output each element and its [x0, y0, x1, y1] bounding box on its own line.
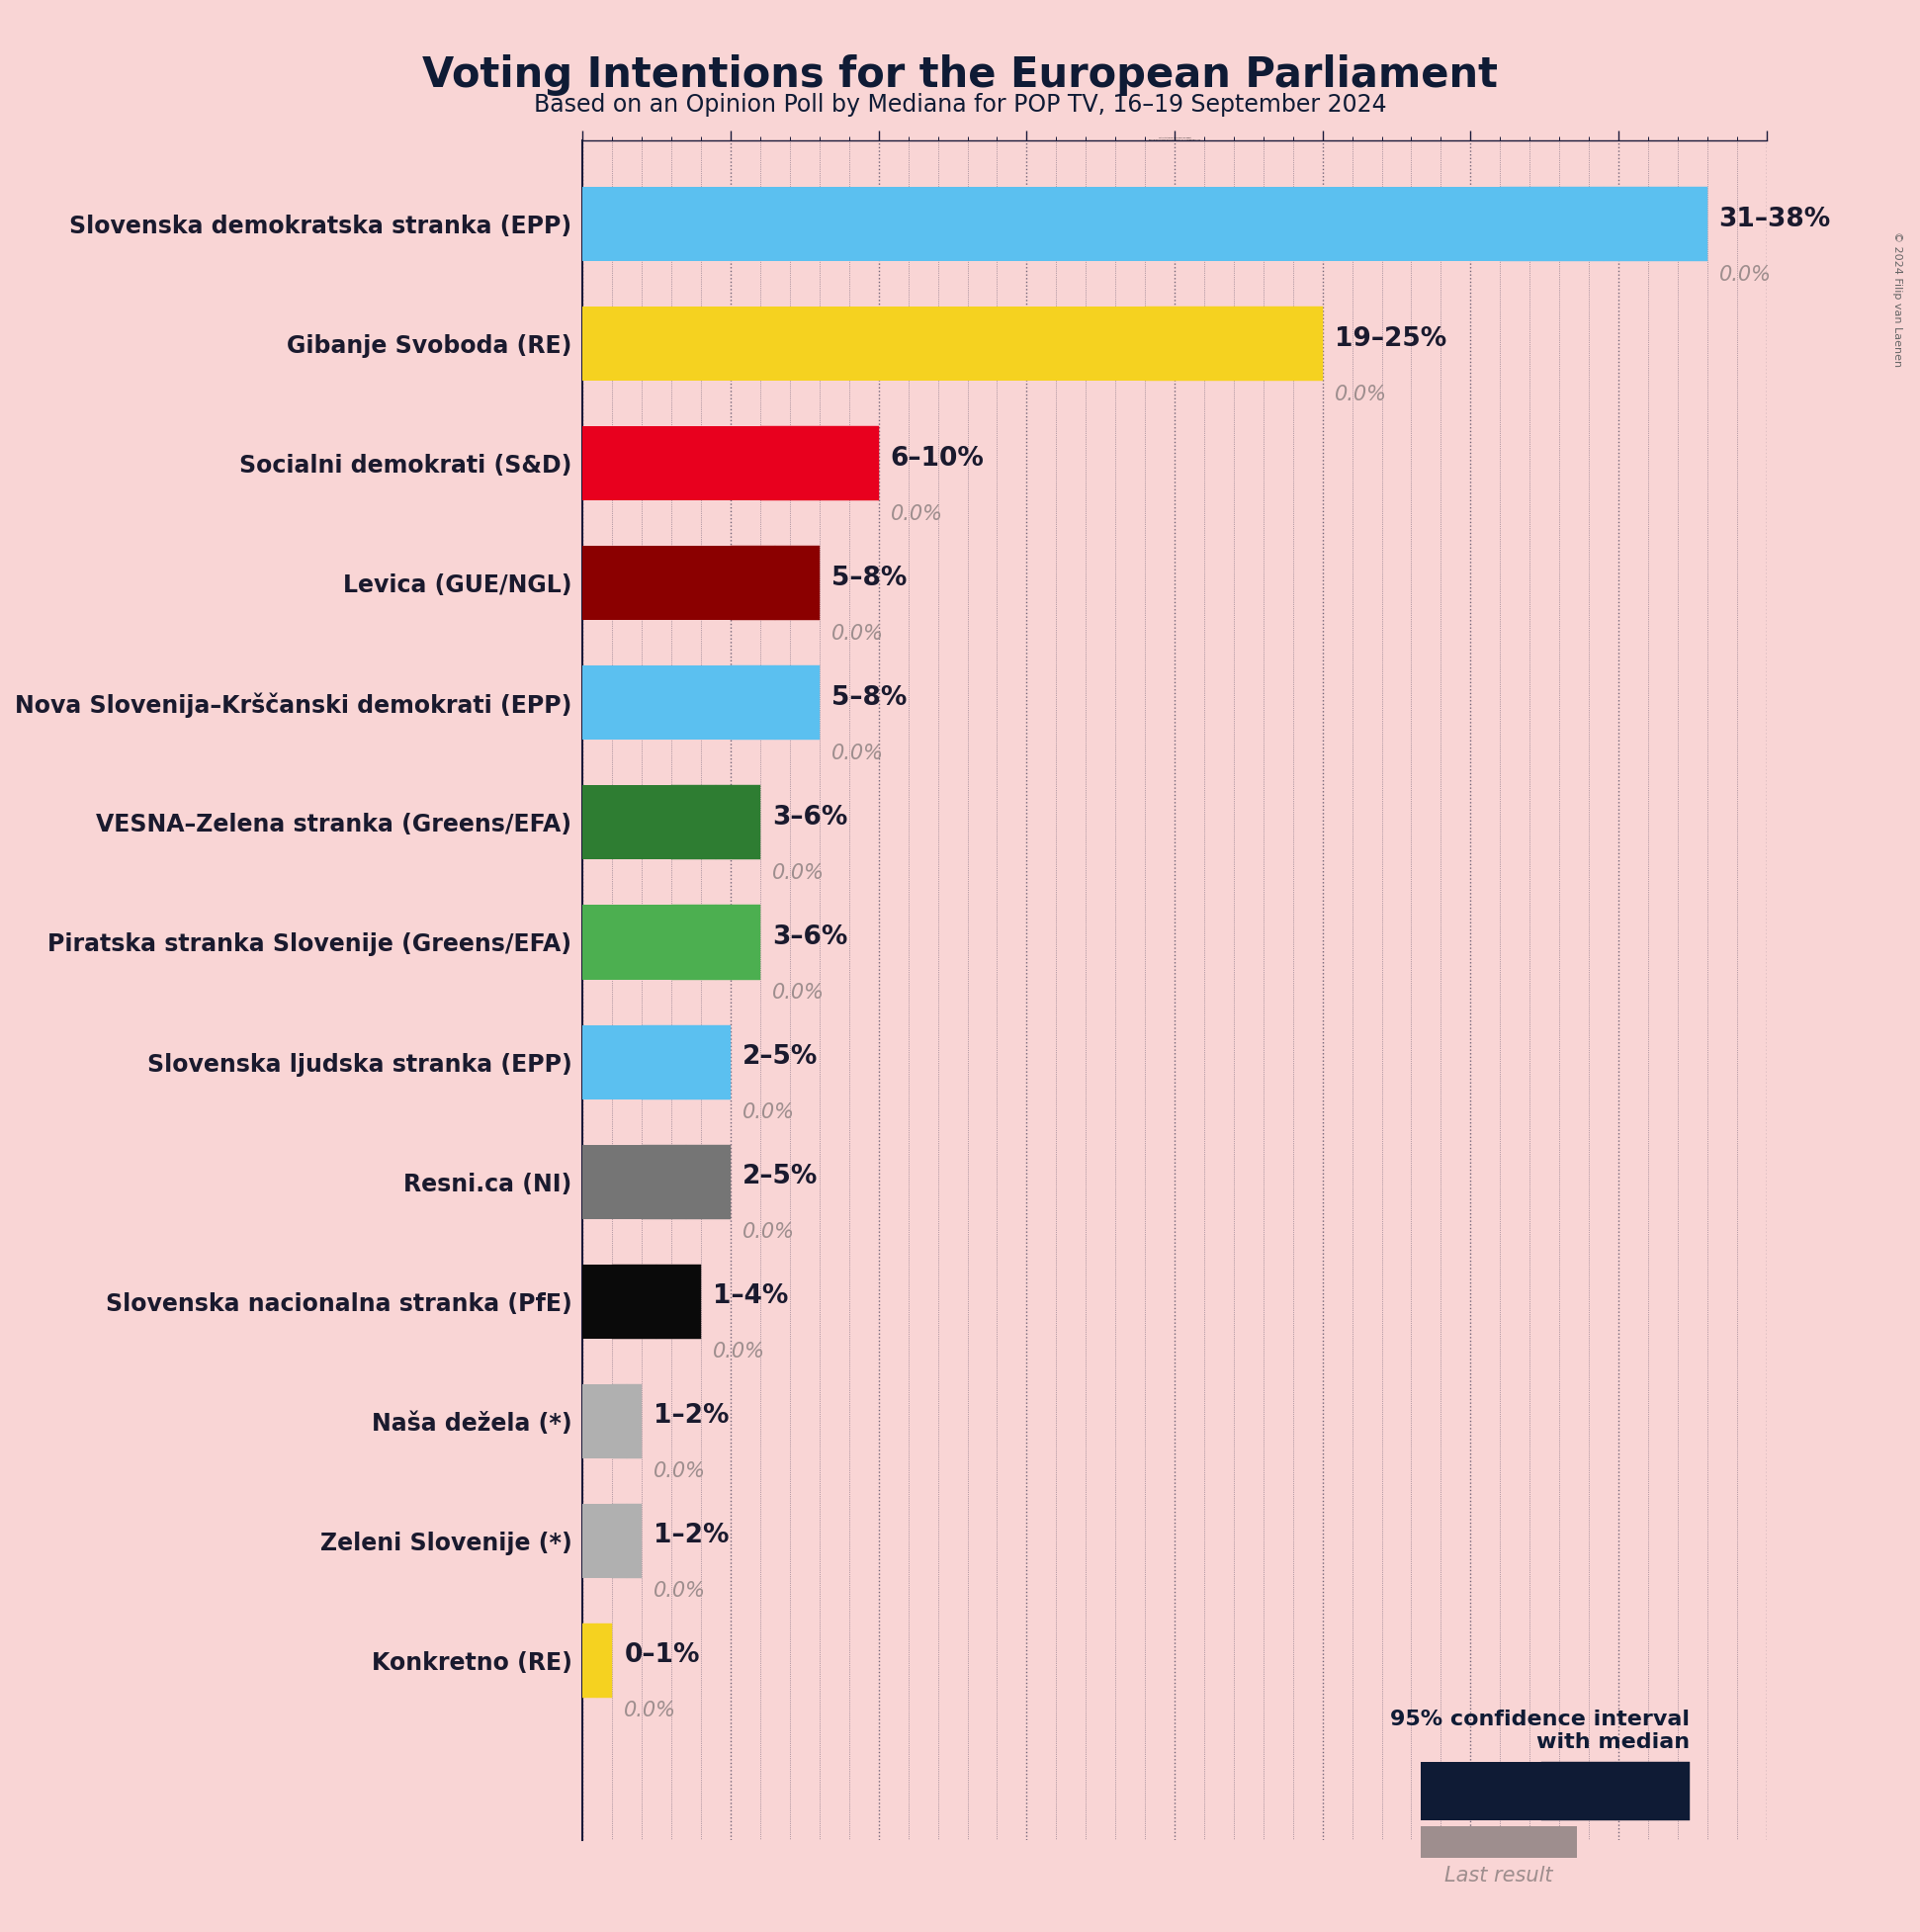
Bar: [820, 427, 879, 500]
Bar: [776, 667, 820, 740]
Bar: [760, 427, 820, 500]
Bar: [732, 547, 776, 620]
Bar: [612, 1264, 657, 1339]
Bar: [628, 1383, 641, 1459]
Bar: [1603, 187, 1707, 261]
Bar: [672, 906, 716, 980]
Text: 0.0%: 0.0%: [655, 1461, 707, 1482]
Bar: [584, 307, 1144, 381]
Text: 0.0%: 0.0%: [891, 504, 943, 524]
Text: 0.0%: 0.0%: [831, 624, 883, 643]
Bar: [685, 1024, 732, 1099]
Text: 0.0%: 0.0%: [743, 1223, 795, 1242]
Text: 0.0%: 0.0%: [1334, 384, 1386, 404]
Text: 0.0%: 0.0%: [772, 983, 824, 1003]
Bar: [657, 1264, 701, 1339]
Bar: [584, 1383, 612, 1459]
Bar: [612, 1503, 628, 1578]
Text: 0.0%: 0.0%: [624, 1700, 676, 1721]
Bar: [641, 1024, 685, 1099]
Bar: [584, 906, 672, 980]
Text: 0.0%: 0.0%: [1718, 265, 1772, 284]
Bar: [597, 1623, 612, 1698]
Bar: [716, 906, 760, 980]
Bar: [584, 1144, 641, 1219]
Text: 6–10%: 6–10%: [891, 446, 985, 471]
Text: Voting Intentions for the European Parliament: Voting Intentions for the European Parli…: [422, 54, 1498, 95]
Bar: [672, 786, 716, 860]
Text: 2–5%: 2–5%: [743, 1163, 818, 1190]
Bar: [1235, 307, 1323, 381]
Text: 0–1%: 0–1%: [624, 1642, 701, 1669]
Bar: [584, 1264, 612, 1339]
Bar: [584, 547, 732, 620]
Text: 3–6%: 3–6%: [772, 806, 849, 831]
Text: 5–8%: 5–8%: [831, 686, 906, 711]
Bar: [1144, 307, 1235, 381]
Bar: [584, 667, 732, 740]
Bar: [584, 427, 760, 500]
Text: 0.0%: 0.0%: [655, 1580, 707, 1602]
Bar: [584, 786, 672, 860]
Bar: [628, 1503, 641, 1578]
Text: 1–4%: 1–4%: [712, 1283, 789, 1310]
Bar: [584, 1623, 597, 1698]
Bar: [716, 786, 760, 860]
Text: Last result: Last result: [1444, 1866, 1553, 1886]
Bar: [641, 1144, 685, 1219]
Text: 1–2%: 1–2%: [655, 1403, 730, 1430]
Title: Voting Intentions for the European Parliament
Based on an Opinion Poll by Median: Voting Intentions for the European Parli…: [1148, 137, 1200, 141]
Bar: [612, 1383, 628, 1459]
Text: 3–6%: 3–6%: [772, 925, 849, 951]
Text: Based on an Opinion Poll by Mediana for POP TV, 16–19 September 2024: Based on an Opinion Poll by Mediana for …: [534, 93, 1386, 116]
Text: 2–5%: 2–5%: [743, 1045, 818, 1070]
Bar: [584, 1503, 612, 1578]
Text: 0.0%: 0.0%: [743, 1103, 795, 1122]
Text: 0.0%: 0.0%: [772, 864, 824, 883]
Text: 5–8%: 5–8%: [831, 566, 906, 591]
Bar: [584, 1024, 641, 1099]
Text: 1–2%: 1–2%: [655, 1522, 730, 1549]
Text: 95% confidence interval
with median: 95% confidence interval with median: [1390, 1710, 1690, 1752]
Bar: [584, 187, 1500, 261]
Text: 0.0%: 0.0%: [831, 744, 883, 763]
Text: 31–38%: 31–38%: [1718, 207, 1832, 232]
Bar: [732, 667, 776, 740]
Bar: [776, 547, 820, 620]
Bar: [685, 1144, 732, 1219]
Text: 0.0%: 0.0%: [712, 1341, 766, 1362]
Text: 19–25%: 19–25%: [1334, 327, 1446, 352]
Bar: [1500, 187, 1603, 261]
Text: © 2024 Filip van Laenen: © 2024 Filip van Laenen: [1891, 232, 1903, 367]
